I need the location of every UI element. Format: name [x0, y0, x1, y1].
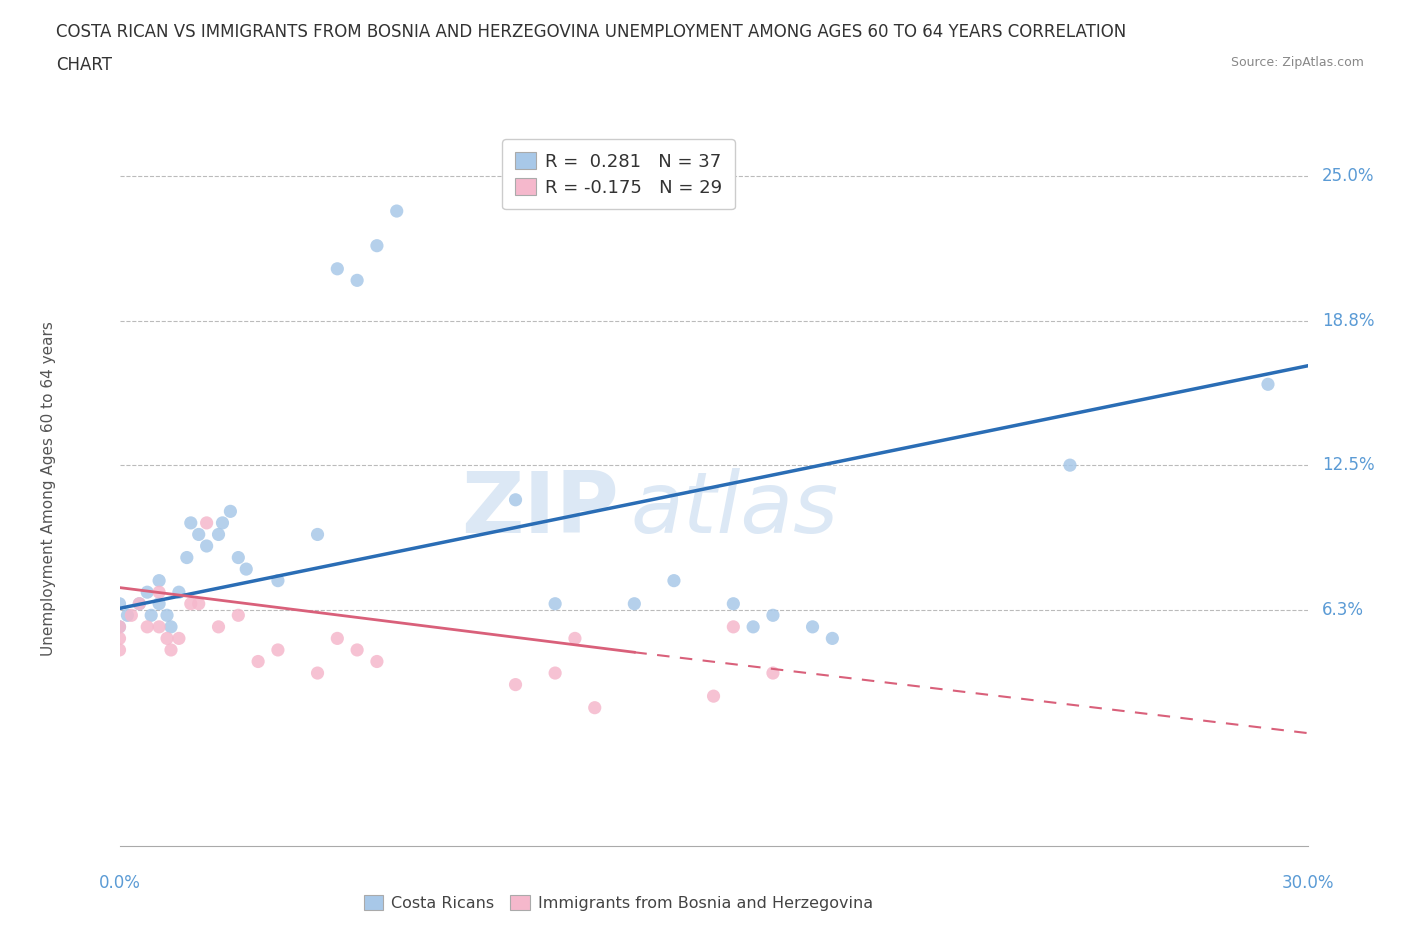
Text: 12.5%: 12.5%	[1322, 456, 1375, 474]
Legend: Costa Ricans, Immigrants from Bosnia and Herzegovina: Costa Ricans, Immigrants from Bosnia and…	[359, 888, 879, 917]
Point	[505, 492, 527, 507]
Point	[148, 619, 170, 634]
Point	[366, 238, 388, 253]
Text: CHART: CHART	[56, 56, 112, 73]
Point	[723, 596, 745, 611]
Text: Source: ZipAtlas.com: Source: ZipAtlas.com	[1230, 56, 1364, 69]
Text: 6.3%: 6.3%	[1322, 601, 1364, 618]
Point	[326, 631, 349, 645]
Point	[219, 504, 242, 519]
Point	[346, 272, 368, 287]
Point	[167, 631, 190, 645]
Point	[160, 643, 183, 658]
Point	[1257, 377, 1279, 392]
Point	[108, 596, 131, 611]
Text: 0.0%: 0.0%	[98, 874, 141, 892]
Point	[108, 643, 131, 658]
Point	[148, 585, 170, 600]
Point	[128, 596, 150, 611]
Point	[120, 608, 142, 623]
Point	[128, 596, 150, 611]
Point	[167, 585, 190, 600]
Point	[702, 689, 725, 704]
Point	[544, 596, 567, 611]
Point	[187, 527, 209, 542]
Point	[267, 573, 290, 588]
Text: COSTA RICAN VS IMMIGRANTS FROM BOSNIA AND HERZEGOVINA UNEMPLOYMENT AMONG AGES 60: COSTA RICAN VS IMMIGRANTS FROM BOSNIA AN…	[56, 23, 1126, 41]
Point	[564, 631, 586, 645]
Point	[662, 573, 685, 588]
Text: atlas: atlas	[630, 468, 838, 551]
Point	[346, 643, 368, 658]
Point	[544, 666, 567, 681]
Point	[385, 204, 408, 219]
Point	[247, 654, 270, 669]
Point	[180, 596, 202, 611]
Point	[187, 596, 209, 611]
Point	[207, 619, 229, 634]
Point	[136, 585, 159, 600]
Point	[762, 608, 785, 623]
Text: 30.0%: 30.0%	[1281, 874, 1334, 892]
Point	[326, 261, 349, 276]
Point	[267, 643, 290, 658]
Point	[195, 515, 218, 530]
Point	[156, 608, 179, 623]
Point	[117, 608, 139, 623]
Point	[583, 700, 606, 715]
Point	[207, 527, 229, 542]
Point	[176, 551, 198, 565]
Point	[366, 654, 388, 669]
Point	[505, 677, 527, 692]
Text: ZIP: ZIP	[461, 468, 619, 551]
Point	[108, 619, 131, 634]
Point	[228, 551, 250, 565]
Point	[307, 527, 329, 542]
Point	[211, 515, 233, 530]
Point	[821, 631, 844, 645]
Point	[228, 608, 250, 623]
Point	[1059, 458, 1081, 472]
Text: 25.0%: 25.0%	[1322, 167, 1374, 185]
Point	[307, 666, 329, 681]
Point	[801, 619, 824, 634]
Point	[180, 515, 202, 530]
Point	[136, 619, 159, 634]
Point	[148, 573, 170, 588]
Point	[235, 562, 257, 577]
Point	[195, 538, 218, 553]
Point	[156, 631, 179, 645]
Point	[623, 596, 645, 611]
Point	[108, 619, 131, 634]
Point	[141, 608, 163, 623]
Point	[762, 666, 785, 681]
Point	[742, 619, 765, 634]
Text: Unemployment Among Ages 60 to 64 years: Unemployment Among Ages 60 to 64 years	[41, 321, 56, 656]
Point	[723, 619, 745, 634]
Point	[160, 619, 183, 634]
Point	[148, 596, 170, 611]
Text: 18.8%: 18.8%	[1322, 312, 1374, 330]
Point	[108, 631, 131, 645]
